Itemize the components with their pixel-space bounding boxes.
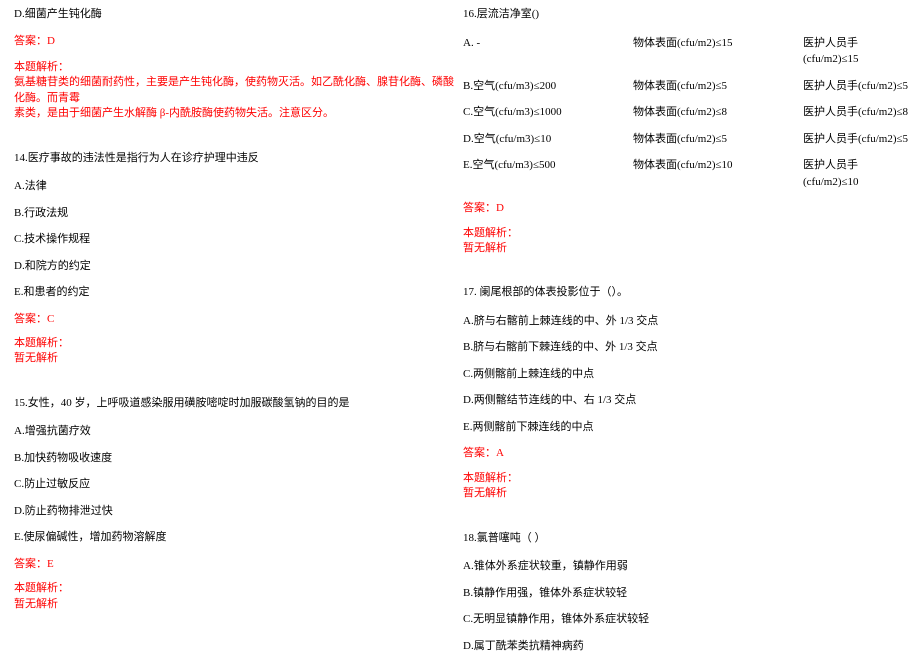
q13-explanation-line2: 素类，是由于细菌产生水解酶 β-内酰胺酶使药物失活。注意区分。 bbox=[14, 106, 454, 121]
q14-explanation-body: 暂无解析 bbox=[14, 351, 454, 366]
q15-explanation-body: 暂无解析 bbox=[14, 597, 454, 612]
q15-stem: 15.女性，40 岁，上呼吸道感染服用磺胺嘧啶时加服碳酸氢钠的目的是 bbox=[14, 395, 454, 412]
q16-row-c: C.空气(cfu/m3)≤1000 物体表面(cfu/m2)≤8 医护人员手(c… bbox=[463, 104, 913, 121]
q17-explanation: 本题解析： 暂无解析 bbox=[463, 471, 913, 502]
q16-d-col3: 医护人员手(cfu/m2)≤5 bbox=[803, 131, 913, 148]
q16-b-col2: 物体表面(cfu/m2)≤5 bbox=[633, 78, 803, 95]
q16-b-col3: 医护人员手(cfu/m2)≤5 bbox=[803, 78, 913, 95]
q15-answer: 答案：E bbox=[14, 556, 454, 573]
q18-option-c: C.无明显镇静作用，锥体外系症状较轻 bbox=[463, 611, 913, 628]
q15-option-b: B.加快药物吸收速度 bbox=[14, 450, 454, 467]
q14-option-c: C.技术操作规程 bbox=[14, 231, 454, 248]
q18-option-d: D.属丁酰苯类抗精神病药 bbox=[463, 638, 913, 655]
q16-d-col1: D.空气(cfu/m3)≤10 bbox=[463, 131, 633, 148]
q17-option-d: D.两侧髂结节连线的中、右 1/3 交点 bbox=[463, 392, 913, 409]
q16-a-col3: 医护人员手(cfu/m2)≤15 bbox=[803, 35, 913, 68]
q16-c-col1: C.空气(cfu/m3)≤1000 bbox=[463, 104, 633, 121]
q16-a-col1: A. - bbox=[463, 35, 633, 68]
q15-option-d: D.防止药物排泄过快 bbox=[14, 503, 454, 520]
q14-answer: 答案：C bbox=[14, 311, 454, 328]
q16-row-d: D.空气(cfu/m3)≤10 物体表面(cfu/m2)≤5 医护人员手(cfu… bbox=[463, 131, 913, 148]
q18-stem: 18.氯普噻吨（ ） bbox=[463, 530, 913, 547]
q17-option-c: C.两侧髂前上棘连线的中点 bbox=[463, 366, 913, 383]
q13-option-d: D.细菌产生钝化酶 bbox=[14, 6, 454, 23]
q14-option-e: E.和患者的约定 bbox=[14, 284, 454, 301]
q15-option-c: C.防止过敏反应 bbox=[14, 476, 454, 493]
q14-stem: 14.医疗事故的违法性是指行为人在诊疗护理中违反 bbox=[14, 150, 454, 167]
q16-e-col3: 医护人员手(cfu/m2)≤10 bbox=[803, 157, 913, 190]
q16-row-b: B.空气(cfu/m3)≤200 物体表面(cfu/m2)≤5 医护人员手(cf… bbox=[463, 78, 913, 95]
q13-answer: 答案：D bbox=[14, 33, 454, 50]
q16-row-e: E.空气(cfu/m3)≤500 物体表面(cfu/m2)≤10 医护人员手(c… bbox=[463, 157, 913, 190]
q13-explanation: 本题解析： 氨基糖苷类的细菌耐药性，主要是产生钝化酶，使药物灭活。如乙酰化酶、腺… bbox=[14, 60, 454, 122]
q17-option-e: E.两侧髂前下棘连线的中点 bbox=[463, 419, 913, 436]
q17-stem: 17. 阑尾根部的体表投影位于（）。 bbox=[463, 284, 913, 301]
q17-explanation-body: 暂无解析 bbox=[463, 486, 913, 501]
q16-stem: 16.层流洁净室() bbox=[463, 6, 913, 23]
q15-option-a: A.增强抗菌疗效 bbox=[14, 423, 454, 440]
q14-explanation: 本题解析： 暂无解析 bbox=[14, 336, 454, 367]
q16-explanation: 本题解析： 暂无解析 bbox=[463, 226, 913, 257]
q17-answer: 答案：A bbox=[463, 445, 913, 462]
q16-row-a: A. - 物体表面(cfu/m2)≤15 医护人员手(cfu/m2)≤15 bbox=[463, 35, 913, 68]
q16-a-col2: 物体表面(cfu/m2)≤15 bbox=[633, 35, 803, 68]
q14-explanation-title: 本题解析： bbox=[14, 336, 454, 351]
q16-c-col3: 医护人员手(cfu/m2)≤8 bbox=[803, 104, 913, 121]
q18-option-a: A.锥体外系症状较重，镇静作用弱 bbox=[463, 558, 913, 575]
q14-option-b: B.行政法规 bbox=[14, 205, 454, 222]
q16-e-col1: E.空气(cfu/m3)≤500 bbox=[463, 157, 633, 190]
q15-explanation-title: 本题解析： bbox=[14, 581, 454, 596]
q16-e-col2: 物体表面(cfu/m2)≤10 bbox=[633, 157, 803, 190]
q17-explanation-title: 本题解析： bbox=[463, 471, 913, 486]
q18-option-b: B.镇静作用强，锥体外系症状较轻 bbox=[463, 585, 913, 602]
q16-answer: 答案：D bbox=[463, 200, 913, 217]
q16-explanation-title: 本题解析： bbox=[463, 226, 913, 241]
q15-explanation: 本题解析： 暂无解析 bbox=[14, 581, 454, 612]
q16-explanation-body: 暂无解析 bbox=[463, 241, 913, 256]
q14-option-d: D.和院方的约定 bbox=[14, 258, 454, 275]
q16-b-col1: B.空气(cfu/m3)≤200 bbox=[463, 78, 633, 95]
q16-d-col2: 物体表面(cfu/m2)≤5 bbox=[633, 131, 803, 148]
q14-option-a: A.法律 bbox=[14, 178, 454, 195]
q13-explanation-line1: 氨基糖苷类的细菌耐药性，主要是产生钝化酶，使药物灭活。如乙酰化酶、腺苷化酶、磷酸… bbox=[14, 75, 454, 106]
q17-option-a: A.脐与右髂前上棘连线的中、外 1/3 交点 bbox=[463, 313, 913, 330]
q13-explanation-title: 本题解析： bbox=[14, 60, 454, 75]
q15-option-e: E.使尿偏碱性，增加药物溶解度 bbox=[14, 529, 454, 546]
q17-option-b: B.脐与右髂前下棘连线的中、外 1/3 交点 bbox=[463, 339, 913, 356]
q16-c-col2: 物体表面(cfu/m2)≤8 bbox=[633, 104, 803, 121]
